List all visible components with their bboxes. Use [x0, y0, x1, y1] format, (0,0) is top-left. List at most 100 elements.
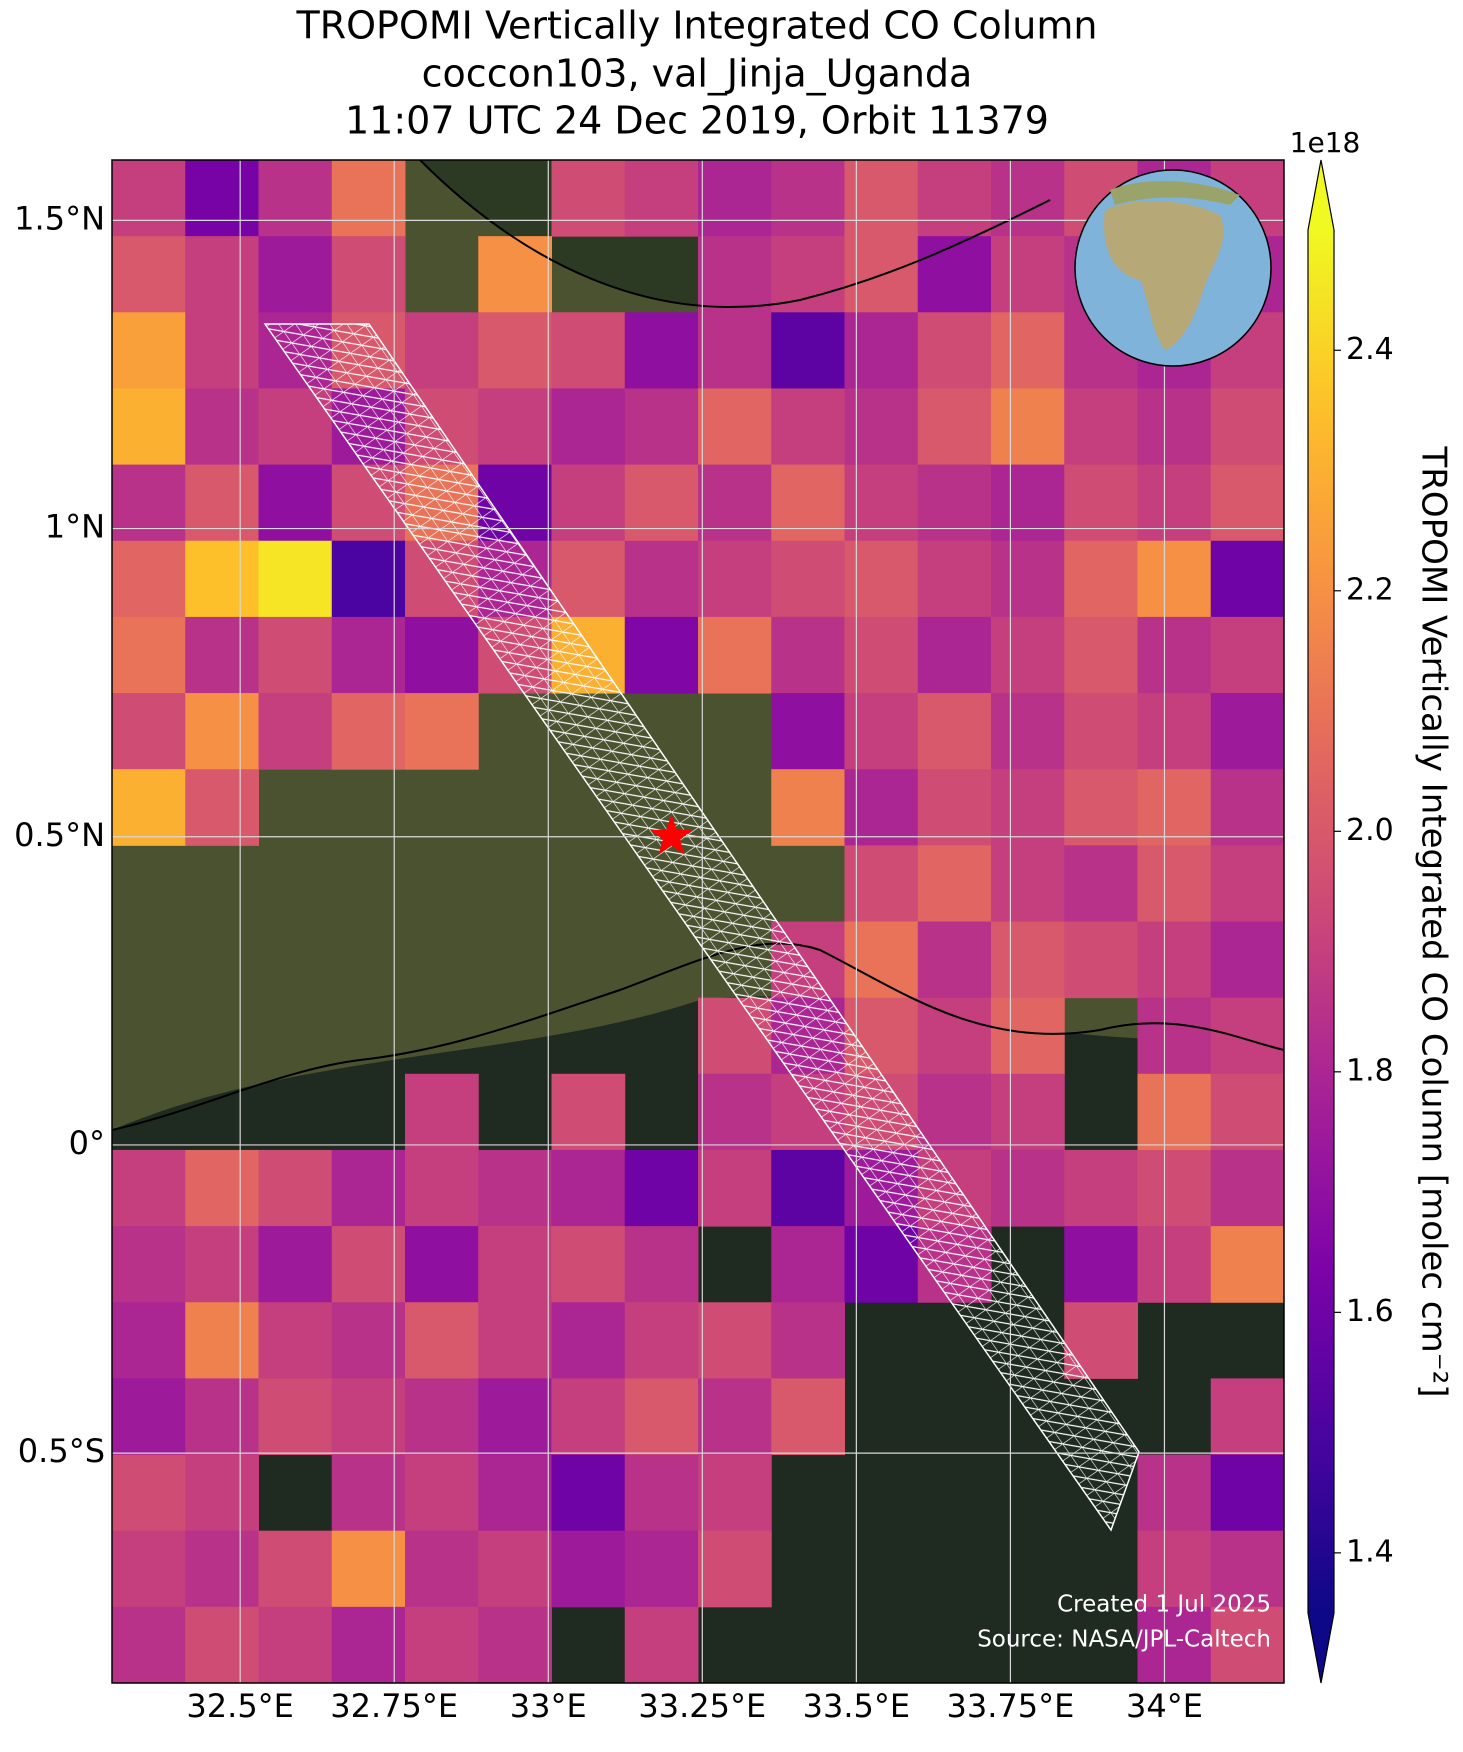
grid-cell — [551, 312, 626, 389]
grid-cell — [1064, 921, 1138, 999]
grid-cell — [331, 1226, 406, 1303]
grid-cell — [698, 1378, 772, 1456]
grid-cell — [917, 540, 992, 618]
grid-cell — [1137, 1606, 1212, 1683]
grid-cell — [258, 540, 333, 618]
grid-cell — [1064, 693, 1138, 770]
grid-cell — [991, 236, 1065, 313]
grid-cell — [185, 693, 259, 770]
grid-cell — [185, 312, 259, 389]
grid-cell — [258, 1378, 333, 1456]
grid-cell — [112, 693, 186, 770]
grid-cell — [1064, 464, 1138, 542]
grid-cell — [917, 464, 992, 542]
grid-cell — [112, 1149, 186, 1227]
grid-cell — [331, 1149, 406, 1227]
grid-cell — [478, 1606, 552, 1683]
grid-cell — [771, 1302, 845, 1379]
gridlines — [112, 160, 1284, 1683]
grid-cell — [1210, 845, 1284, 922]
grid-cell — [771, 769, 845, 846]
grid-cell — [1210, 464, 1284, 542]
grid-cell — [1210, 540, 1284, 618]
grid-cell — [771, 616, 845, 694]
grid-cell — [551, 160, 626, 237]
grid-cell — [478, 236, 552, 313]
grid-cell — [1210, 1378, 1284, 1456]
grid-cell — [698, 464, 772, 542]
grid-cell — [405, 312, 479, 389]
grid-cell — [771, 1149, 845, 1227]
grid-cell — [1137, 693, 1212, 770]
grid-cell — [1137, 1530, 1212, 1608]
grid-cell — [112, 1530, 186, 1608]
grid-cell — [1210, 1149, 1284, 1227]
grid-cell — [991, 1073, 1065, 1151]
grid-cell — [991, 693, 1065, 770]
grid-cell — [478, 1530, 552, 1608]
grid-cell — [698, 540, 772, 618]
grid-cell — [405, 1454, 479, 1532]
grid-cell — [112, 388, 186, 466]
coastline — [419, 160, 1051, 308]
y-tick-label: 0° — [69, 1124, 105, 1162]
grid-cell — [844, 540, 919, 618]
colorbar-tick-label: 1.6 — [1346, 1294, 1394, 1329]
grid-cell — [331, 1454, 406, 1532]
grid-cell — [551, 1378, 626, 1456]
grid-cell — [698, 236, 772, 313]
grid-cell — [624, 1302, 699, 1379]
grid-cell — [844, 769, 919, 846]
grid-cell — [185, 464, 259, 542]
grid-cell — [1210, 388, 1284, 466]
grid-cell — [1137, 1454, 1212, 1532]
grid-cell — [624, 160, 699, 237]
grid-cell — [698, 388, 772, 466]
grid-cell — [624, 388, 699, 466]
grid-cell — [1210, 1606, 1284, 1683]
grid-cell — [258, 160, 333, 237]
grid-cell — [551, 1073, 626, 1151]
grid-cell — [331, 1606, 406, 1683]
grid-cell — [478, 1378, 552, 1456]
grid-cell — [624, 1454, 699, 1532]
grid-cell — [185, 1454, 259, 1532]
grid-cell — [331, 693, 406, 770]
grid-cell — [1137, 464, 1212, 542]
grid-cell — [991, 997, 1065, 1075]
grid-cell — [551, 388, 626, 466]
colorbar-tick-label: 1.8 — [1346, 1053, 1394, 1088]
grid-cell — [258, 1149, 333, 1227]
grid-cell — [1210, 1530, 1284, 1608]
grid-cell — [551, 1149, 626, 1227]
grid-cell — [112, 160, 186, 237]
grid-cell — [917, 312, 992, 389]
grid-cell — [185, 388, 259, 466]
annotation: Source: NASA/JPL-Caltech — [977, 1627, 1271, 1653]
grid-cell — [771, 236, 845, 313]
plot-frame — [111, 159, 1285, 1684]
colorbar-tick-label: 2.0 — [1346, 813, 1394, 848]
title-line: TROPOMI Vertically Integrated CO Column — [296, 4, 1098, 48]
x-tick-label: 33.5°E — [803, 1687, 910, 1725]
grid-cell — [844, 845, 919, 922]
grid-cell — [551, 1454, 626, 1532]
grid-cell — [405, 693, 479, 770]
grid-cell — [405, 1073, 479, 1151]
x-tick-label: 33.25°E — [638, 1687, 766, 1725]
grid-cell — [624, 616, 699, 694]
grid-cell — [112, 1606, 186, 1683]
grid-cell — [624, 1530, 699, 1608]
grid-cell — [1064, 1226, 1138, 1303]
grid-cell — [917, 921, 992, 999]
grid-cell — [698, 1530, 772, 1608]
grid-cell — [551, 464, 626, 542]
grid-cell — [331, 160, 406, 237]
grid-cell — [331, 616, 406, 694]
colorbar-offset: 1e18 — [1290, 126, 1361, 159]
grid-cell — [624, 464, 699, 542]
grid-cell — [1137, 769, 1212, 846]
y-tick-label: 0.5°S — [18, 1432, 105, 1470]
grid-cell — [331, 1530, 406, 1608]
grid-cell — [331, 236, 406, 313]
